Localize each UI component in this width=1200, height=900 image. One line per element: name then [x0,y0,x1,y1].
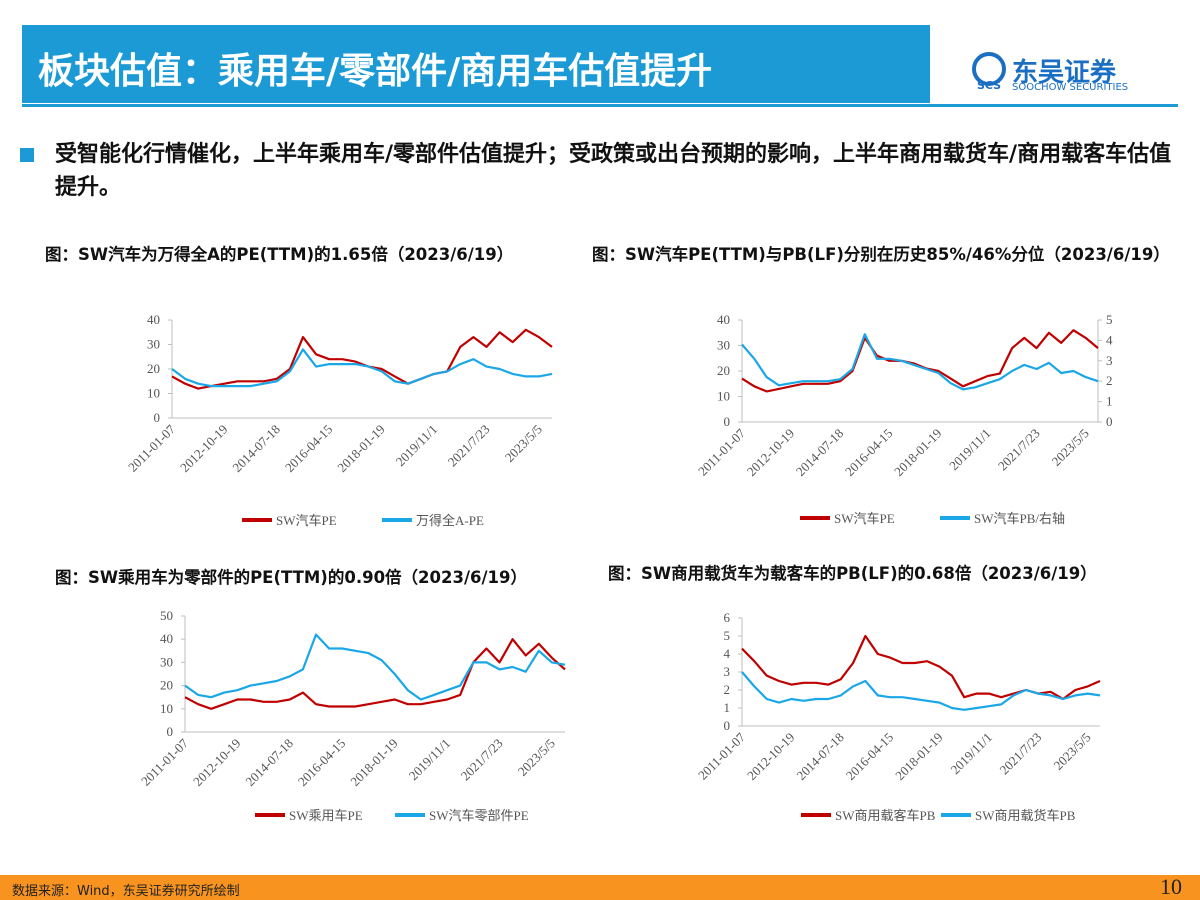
y-tick-label: 30 [147,337,160,352]
y2-tick-label: 4 [1106,332,1113,347]
y2-tick-label: 2 [1106,373,1113,388]
x-tick-label: 2014-07-18 [229,422,283,476]
x-tick-label: 2019/11/1 [947,730,995,778]
series-line [171,348,553,388]
y-tick-label: 5 [724,628,731,643]
y-tick-label: 10 [160,701,173,716]
x-tick-label: 2016-04-15 [842,426,896,480]
x-tick-label: 2012-10-19 [190,736,244,790]
x-tick-label: 2019/11/1 [393,422,441,470]
x-tick-label: 2016-04-15 [295,736,349,790]
y-tick-label: 0 [724,414,731,429]
y-tick-label: 4 [724,646,731,661]
x-tick-label: 2023/5/5 [1050,730,1093,773]
x-tick-label: 2014-07-18 [793,426,847,480]
y-tick-label: 20 [160,678,173,693]
header-bar [22,25,930,103]
x-tick-label: 2012-10-19 [744,426,798,480]
y-tick-label: 0 [724,718,731,733]
chart-title: 图：SW商用载货车为载客车的PB(LF)的0.68倍（2023/6/19） [608,564,1097,583]
logo-name: 东吴证券 [1012,58,1117,88]
bullet-text: 受智能化行情催化，上半年乘用车/零部件估值提升；受政策或出台预期的影响，上半年商… [55,142,1172,200]
x-tick-label: 2021/7/23 [458,736,506,784]
y-tick-label: 40 [160,631,173,646]
y-tick-label: 10 [147,386,160,401]
y-tick-label: 20 [147,361,160,376]
slide-title: 板块估值：乘用车/零部件/商用车估值提升 [38,51,713,92]
x-tick-label: 2023/5/5 [515,736,558,779]
x-tick-label: 2018-01-19 [347,736,401,790]
legend-label: SW汽车PB/右轴 [974,511,1065,526]
legend-label: SW汽车零部件PE [429,808,529,823]
x-tick-label: 2018-01-19 [891,426,945,480]
x-tick-label: 2014-07-18 [242,736,296,790]
y-tick-label: 6 [724,610,731,625]
x-tick-label: 2018-01-19 [892,730,946,784]
x-tick-label: 2016-04-15 [843,730,897,784]
x-tick-label: 2021/7/23 [995,426,1043,474]
x-tick-label: 2012-10-19 [744,730,798,784]
y-tick-label: 20 [717,363,730,378]
chart-title: 图：SW汽车PE(TTM)与PB(LF)分别在历史85%/46%分位（2023/… [592,245,1170,264]
x-tick-label: 2018-01-19 [334,422,388,476]
footer-bar [0,875,1200,900]
x-tick-label: 2023/5/5 [502,422,545,465]
y2-tick-label: 1 [1106,394,1113,409]
bullet-icon [20,148,34,162]
legend-label: SW乘用车PE [289,808,363,823]
y-tick-label: 0 [167,724,174,739]
x-tick-label: 2023/5/5 [1049,426,1092,469]
legend-label: SW商用载客车PB [835,808,936,823]
x-tick-label: 2011-01-07 [138,735,192,789]
legend-label: 万得全A-PE [416,513,484,528]
x-tick-label: 2011-01-07 [695,425,749,479]
y2-tick-label: 3 [1106,353,1113,368]
y-tick-label: 30 [160,654,173,669]
series-line [741,671,1101,711]
y-tick-label: 40 [717,312,730,327]
x-tick-label: 2016-04-15 [282,422,336,476]
y-tick-label: 1 [724,700,731,715]
x-tick-label: 2012-10-19 [177,422,231,476]
series-line [184,633,566,701]
series-line [741,634,1101,701]
x-tick-label: 2021/7/23 [997,730,1045,778]
series-line [184,638,566,710]
page-number: 10 [1160,874,1182,899]
y-tick-label: 10 [717,389,730,404]
y-tick-label: 3 [724,664,731,679]
header-rule [22,104,1178,107]
source-note: 数据来源：Wind，东吴证券研究所绘制 [12,884,240,899]
x-tick-label: 2019/11/1 [406,736,454,784]
y-tick-label: 40 [147,312,160,327]
y-tick-label: 50 [160,608,173,623]
y-tick-label: 30 [717,338,730,353]
y2-tick-label: 5 [1106,312,1113,327]
chart-title: 图：SW汽车为万得全A的PE(TTM)的1.65倍（2023/6/19） [45,245,514,264]
y2-tick-label: 0 [1106,414,1113,429]
chart-title: 图：SW乘用车为零部件的PE(TTM)的0.90倍（2023/6/19） [55,568,527,587]
x-tick-label: 2021/7/23 [445,422,493,470]
legend-label: SW汽车PE [276,513,337,528]
legend-label: SW商用载货车PB [975,808,1076,823]
logo-subtitle: SOOCHOW SECURITIES [1012,82,1129,93]
series-line [171,328,553,390]
legend-label: SW汽车PE [834,511,895,526]
series-line [741,333,1099,391]
x-tick-label: 2014-07-18 [793,730,847,784]
x-tick-label: 2011-01-07 [125,421,179,475]
x-tick-label: 2019/11/1 [946,426,994,474]
y-tick-label: 0 [154,410,161,425]
x-tick-label: 2011-01-07 [695,729,749,783]
y-tick-label: 2 [724,682,731,697]
